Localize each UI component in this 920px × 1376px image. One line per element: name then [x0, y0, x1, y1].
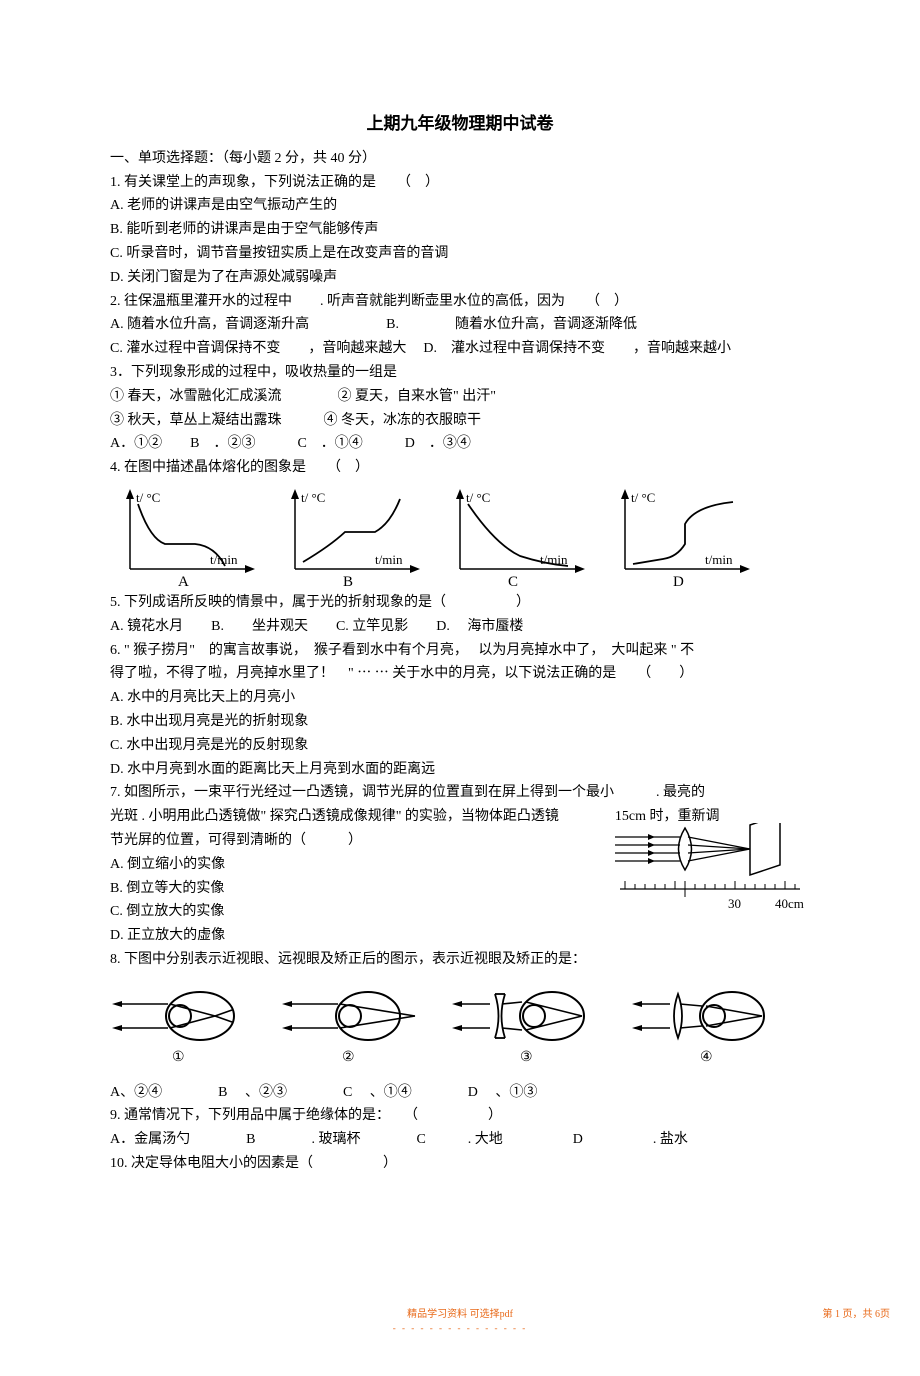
section-header-1: 一、单项选择题：（每小题 2 分，共 40 分） [110, 147, 810, 171]
q2-stem: 2. 往保温瓶里灌开水的过程中 . 听声音就能判断壶里水位的高低，因为 （ ） [110, 290, 810, 314]
svg-text:A: A [178, 574, 189, 589]
q8-diagram-3: ③ [450, 986, 600, 1075]
q4-stem: 4. 在图中描述晶体熔化的图象是 （ ） [110, 456, 810, 480]
q4-graph-d: t/ °C t/min D [605, 484, 760, 589]
q2-row-cd: C. 灌水过程中音调保持不变 ，音响越来越大 D. 灌水过程中音调保持不变 ，音… [110, 337, 810, 361]
q4-graph-a: t/ °C t/min A [110, 484, 265, 589]
svg-text:t/ °C: t/ °C [466, 490, 490, 505]
svg-text:t/ °C: t/ °C [136, 490, 160, 505]
q1-opt-a: A. 老师的讲课声是由空气振动产生的 [110, 194, 810, 218]
page-footer: 精品学习资料 可选择pdf 第 1 页，共 6页 - - - - - - - -… [110, 1306, 810, 1336]
svg-text:①: ① [172, 1050, 185, 1065]
q8-opts: A、②④ B 、②③ C 、①④ D 、①③ [110, 1081, 810, 1105]
q6-opt-b: B. 水中出现月亮是光的折射现象 [110, 710, 810, 734]
q7-stem-1: 7. 如图所示，一束平行光经过一凸透镜，调节光屏的位置直到在屏上得到一个最小 .… [110, 781, 810, 805]
q3-stem: 3．下列现象形成的过程中，吸收热量的一组是 [110, 361, 810, 385]
q2-opt-b: B. 随着水位升高，音调逐渐降低 [386, 317, 637, 332]
q4-graph-b: t/ °C t/min B [275, 484, 430, 589]
q3-opts-34: ③ 秋天，草丛上凝结出露珠 ④ 冬天，冰冻的衣服晾干 [110, 409, 810, 433]
q8-diagram-1: ① [110, 986, 250, 1075]
q9-stem: 9. 通常情况下，下列用品中属于绝缘体的是： （ ） [110, 1104, 810, 1128]
svg-text:t/ °C: t/ °C [631, 490, 655, 505]
page-title: 上期九年级物理期中试卷 [110, 110, 810, 139]
q3-answers: A．①② B ．②③ C ．①④ D ．③④ [110, 432, 810, 456]
q1-opt-d: D. 关闭门窗是为了在声源处减弱噪声 [110, 266, 810, 290]
svg-text:t/min: t/min [375, 552, 403, 567]
q9-opts: A．金属汤勺 B . 玻璃杯 C . 大地 D . 盐水 [110, 1128, 810, 1152]
q1-opt-c: C. 听录音时，调节音量按钮实质上是在改变声音的音调 [110, 242, 810, 266]
q7-opt-d: D. 正立放大的虚像 [110, 924, 810, 948]
q7-ruler-30: 30 [728, 896, 741, 911]
q4-graph-row: t/ °C t/min A t/ °C t/min B t/ °C t/min … [110, 484, 810, 589]
q6-stem-1: 6. " 猴子捞月" 的寓言故事说， 猴子看到水中有个月亮， 以为月亮掉水中了，… [110, 639, 810, 663]
q8-diagram-4: ④ [630, 986, 780, 1075]
exam-page: 上期九年级物理期中试卷 一、单项选择题：（每小题 2 分，共 40 分） 1. … [0, 0, 920, 1376]
svg-text:t/ °C: t/ °C [301, 490, 325, 505]
q7-block: 7. 如图所示，一束平行光经过一凸透镜，调节光屏的位置直到在屏上得到一个最小 .… [110, 781, 810, 948]
q1-stem: 1. 有关课堂上的声现象，下列说法正确的是 （ ） [110, 171, 810, 195]
svg-text:②: ② [342, 1050, 355, 1065]
q5-opts: A. 镜花水月 B. 坐井观天 C. 立竿见影 D. 海市蜃楼 [110, 615, 810, 639]
svg-text:C: C [508, 574, 518, 589]
q2-row-ab: A. 随着水位升高，音调逐渐升高 B. 随着水位升高，音调逐渐降低 [110, 313, 810, 337]
q6-opt-d: D. 水中月亮到水面的距离比天上月亮到水面的距离远 [110, 758, 810, 782]
q8-figure-row: ① ② [110, 986, 810, 1075]
q8-stem: 8. 下图中分别表示近视眼、远视眼及矫正后的图示，表示近视眼及矫正的是： [110, 948, 810, 972]
q3-opts-12: ① 春天，冰雪融化汇成溪流 ② 夏天，自来水管" 出汗" [110, 385, 810, 409]
svg-text:④: ④ [700, 1050, 713, 1065]
q6-opt-a: A. 水中的月亮比天上的月亮小 [110, 686, 810, 710]
svg-text:B: B [343, 574, 353, 589]
svg-text:t/min: t/min [705, 552, 733, 567]
q5-stem: 5. 下列成语所反映的情景中，属于光的折射现象的是（ ） [110, 591, 810, 615]
q6-stem-2: 得了啦，不得了啦，月亮掉水里了！ " ⋯ ⋯ 关于水中的月亮，以下说法正确的是 … [110, 662, 810, 686]
q7-figure: 30 40cm [610, 823, 810, 927]
svg-text:③: ③ [520, 1050, 533, 1065]
q7-ruler-40cm: 40cm [775, 896, 804, 911]
svg-text:D: D [673, 574, 684, 589]
footer-dots: - - - - - - - - - - - - - - - [110, 1321, 810, 1336]
q2-opt-a: A. 随着水位升高，音调逐渐升高 [110, 317, 309, 332]
q2-opt-d: D. 灌水过程中音调保持不变 ，音响越来越小 [423, 341, 731, 356]
q8-diagram-2: ② [280, 986, 420, 1075]
q1-opt-b: B. 能听到老师的讲课声是由于空气能够传声 [110, 218, 810, 242]
q2-opt-c: C. 灌水过程中音调保持不变 ，音响越来越大 [110, 341, 406, 356]
q6-opt-c: C. 水中出现月亮是光的反射现象 [110, 734, 810, 758]
q10-stem: 10. 决定导体电阻大小的因素是（ ） [110, 1152, 810, 1176]
q4-graph-c: t/ °C t/min C [440, 484, 595, 589]
q7-stem-2: 光斑 . 小明用此凸透镜做" 探究凸透镜成像规律" 的实验，当物体距凸透镜 15… [110, 805, 810, 829]
footer-page-number: 第 1 页，共 6页 [823, 1306, 891, 1323]
